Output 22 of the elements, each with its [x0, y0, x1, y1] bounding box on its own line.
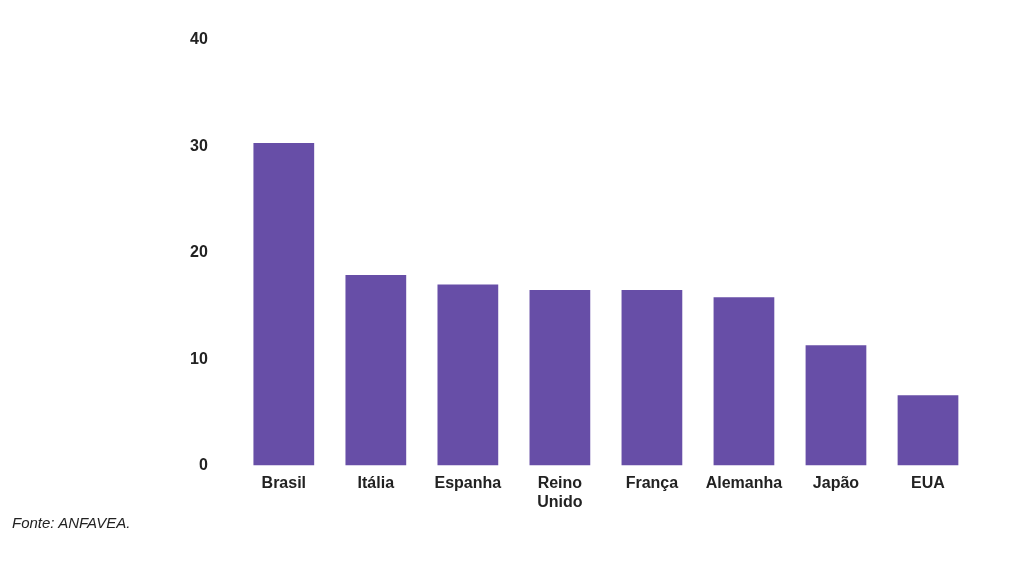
bar: [897, 395, 959, 466]
y-tick-label: 30: [190, 136, 208, 154]
source-note: Fonte: ANFAVEA.: [12, 514, 131, 531]
x-tick-label: Itália: [357, 473, 395, 491]
x-tick-label: Reino Unido: [537, 473, 583, 510]
y-tick-label: 0: [198, 456, 208, 474]
bar: [253, 142, 315, 466]
bar: [345, 274, 407, 466]
y-tick-label: 20: [190, 243, 208, 261]
x-tick-label: Alemanha: [705, 473, 783, 491]
y-tick-label: 40: [190, 30, 208, 48]
x-tick-label: Brasil: [261, 473, 307, 491]
bar: [621, 289, 683, 466]
bar: [805, 345, 867, 466]
bar: [713, 297, 775, 466]
x-tick-label: Espanha: [434, 473, 502, 491]
x-tick-label: Japão: [812, 473, 860, 491]
x-tick-label: França: [625, 473, 679, 491]
bar: [529, 289, 591, 466]
y-tick-label: 10: [190, 349, 208, 367]
bar: [437, 284, 499, 466]
x-tick-label: EUA: [911, 473, 946, 491]
